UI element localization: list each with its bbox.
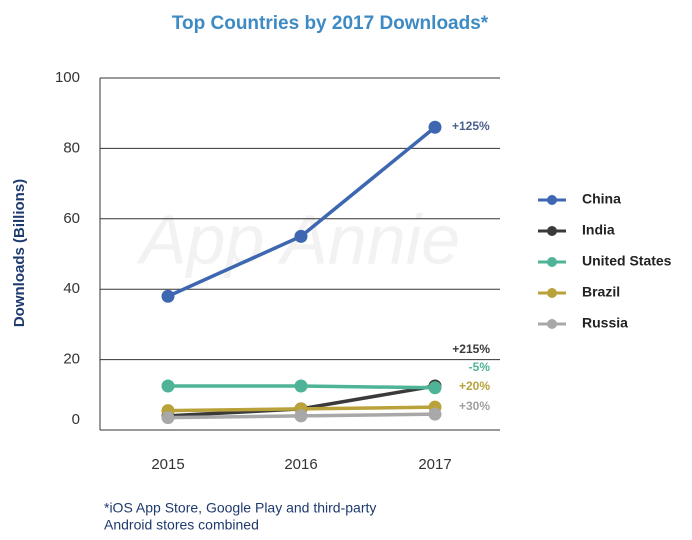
point — [161, 411, 175, 425]
x-tick-label: 2016 — [284, 456, 317, 473]
legend-label: Brazil — [582, 284, 620, 300]
change-label: -5% — [469, 360, 491, 374]
point — [428, 381, 442, 395]
y-tick-label: 60 — [63, 210, 80, 227]
legend-label: United States — [582, 253, 672, 269]
point — [428, 407, 442, 421]
footnote: Android stores combined — [104, 517, 259, 533]
point — [294, 409, 308, 423]
point — [428, 120, 442, 134]
change-label: +125% — [452, 119, 490, 133]
legend-marker — [547, 319, 557, 329]
point — [161, 289, 175, 303]
y-tick-label: 0 — [72, 411, 80, 428]
point — [294, 379, 308, 393]
legend-marker — [547, 195, 557, 205]
y-tick-label: 40 — [63, 280, 80, 297]
change-label: +215% — [452, 342, 490, 356]
y-axis-label: Downloads (Billions) — [11, 179, 28, 327]
chart-title: Top Countries by 2017 Downloads* — [172, 13, 489, 34]
point — [161, 379, 175, 393]
footnote: *iOS App Store, Google Play and third-pa… — [104, 500, 376, 516]
point — [294, 229, 308, 243]
x-tick-label: 2017 — [418, 456, 451, 473]
legend-label: India — [582, 222, 615, 238]
legend-marker — [547, 288, 557, 298]
legend-label: China — [582, 191, 621, 207]
legend-marker — [547, 257, 557, 267]
y-tick-label: 80 — [63, 139, 80, 156]
y-tick-label: 20 — [63, 351, 80, 368]
change-label: +20% — [459, 379, 490, 393]
legend-marker — [547, 226, 557, 236]
x-tick-label: 2015 — [151, 456, 184, 473]
legend-label: Russia — [582, 315, 628, 331]
y-tick-label: 100 — [55, 69, 80, 86]
change-label: +30% — [459, 399, 490, 413]
